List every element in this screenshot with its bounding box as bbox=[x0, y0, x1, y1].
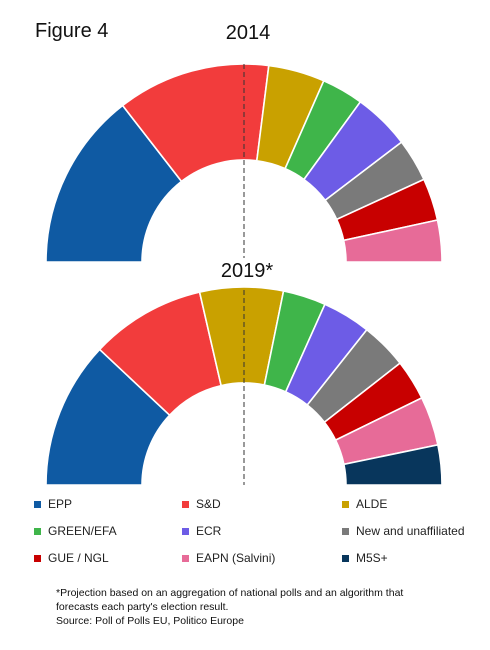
legend-swatch bbox=[182, 500, 189, 508]
legend-swatch bbox=[342, 527, 349, 535]
footnote-line: *Projection based on an aggregation of n… bbox=[56, 587, 404, 599]
legend-label: M5S+ bbox=[356, 551, 388, 565]
legend-label: S&D bbox=[196, 497, 221, 511]
legend-label: GUE / NGL bbox=[48, 551, 109, 565]
segment-m5s bbox=[342, 443, 443, 486]
chart-2014: 2014 bbox=[45, 22, 443, 265]
figure-label: Figure 4 bbox=[35, 20, 109, 42]
legend-label: EPP bbox=[48, 497, 73, 511]
legend-label: ALDE bbox=[356, 497, 388, 511]
title-backdrop bbox=[214, 258, 280, 282]
legend-swatch bbox=[342, 500, 349, 508]
legend-item-epp: EPP bbox=[34, 497, 182, 511]
legend-item-gue-ngl: GUE / NGL bbox=[34, 551, 182, 565]
legend-swatch bbox=[182, 527, 189, 535]
legend-item-m5s: M5S+ bbox=[342, 551, 474, 565]
legend-swatch bbox=[34, 500, 41, 508]
legend-swatch bbox=[342, 554, 349, 562]
footnote-line: Source: Poll of Polls EU, Politico Europ… bbox=[56, 615, 244, 627]
legend-item-new-unaffiliated: New and unaffiliated bbox=[342, 524, 474, 538]
legend-item-alde: ALDE bbox=[342, 497, 474, 511]
segment-eapn-salvini bbox=[342, 219, 443, 263]
footnote: *Projection based on an aggregation of n… bbox=[56, 586, 476, 628]
legend-swatch bbox=[34, 527, 41, 535]
legend: EPP S&D ALDE GREEN/EFA ECR New and unaff… bbox=[34, 497, 474, 565]
legend-label: GREEN/EFA bbox=[48, 524, 117, 538]
legend-item-ecr: ECR bbox=[182, 524, 342, 538]
legend-item-sd: S&D bbox=[182, 497, 342, 511]
legend-label: ECR bbox=[196, 524, 222, 538]
chart-title-2019: 2019* bbox=[221, 260, 273, 282]
chart-2019: 2019* bbox=[45, 258, 443, 486]
legend-item-eapn: EAPN (Salvini) bbox=[182, 551, 342, 565]
footnote-line: forecasts each party's election result. bbox=[56, 601, 229, 613]
legend-item-green-efa: GREEN/EFA bbox=[34, 524, 182, 538]
legend-label: New and unaffiliated bbox=[356, 524, 465, 538]
legend-swatch bbox=[182, 554, 189, 562]
legend-label: EAPN (Salvini) bbox=[196, 551, 276, 565]
legend-swatch bbox=[34, 554, 41, 562]
chart-title-2014: 2014 bbox=[226, 22, 271, 44]
